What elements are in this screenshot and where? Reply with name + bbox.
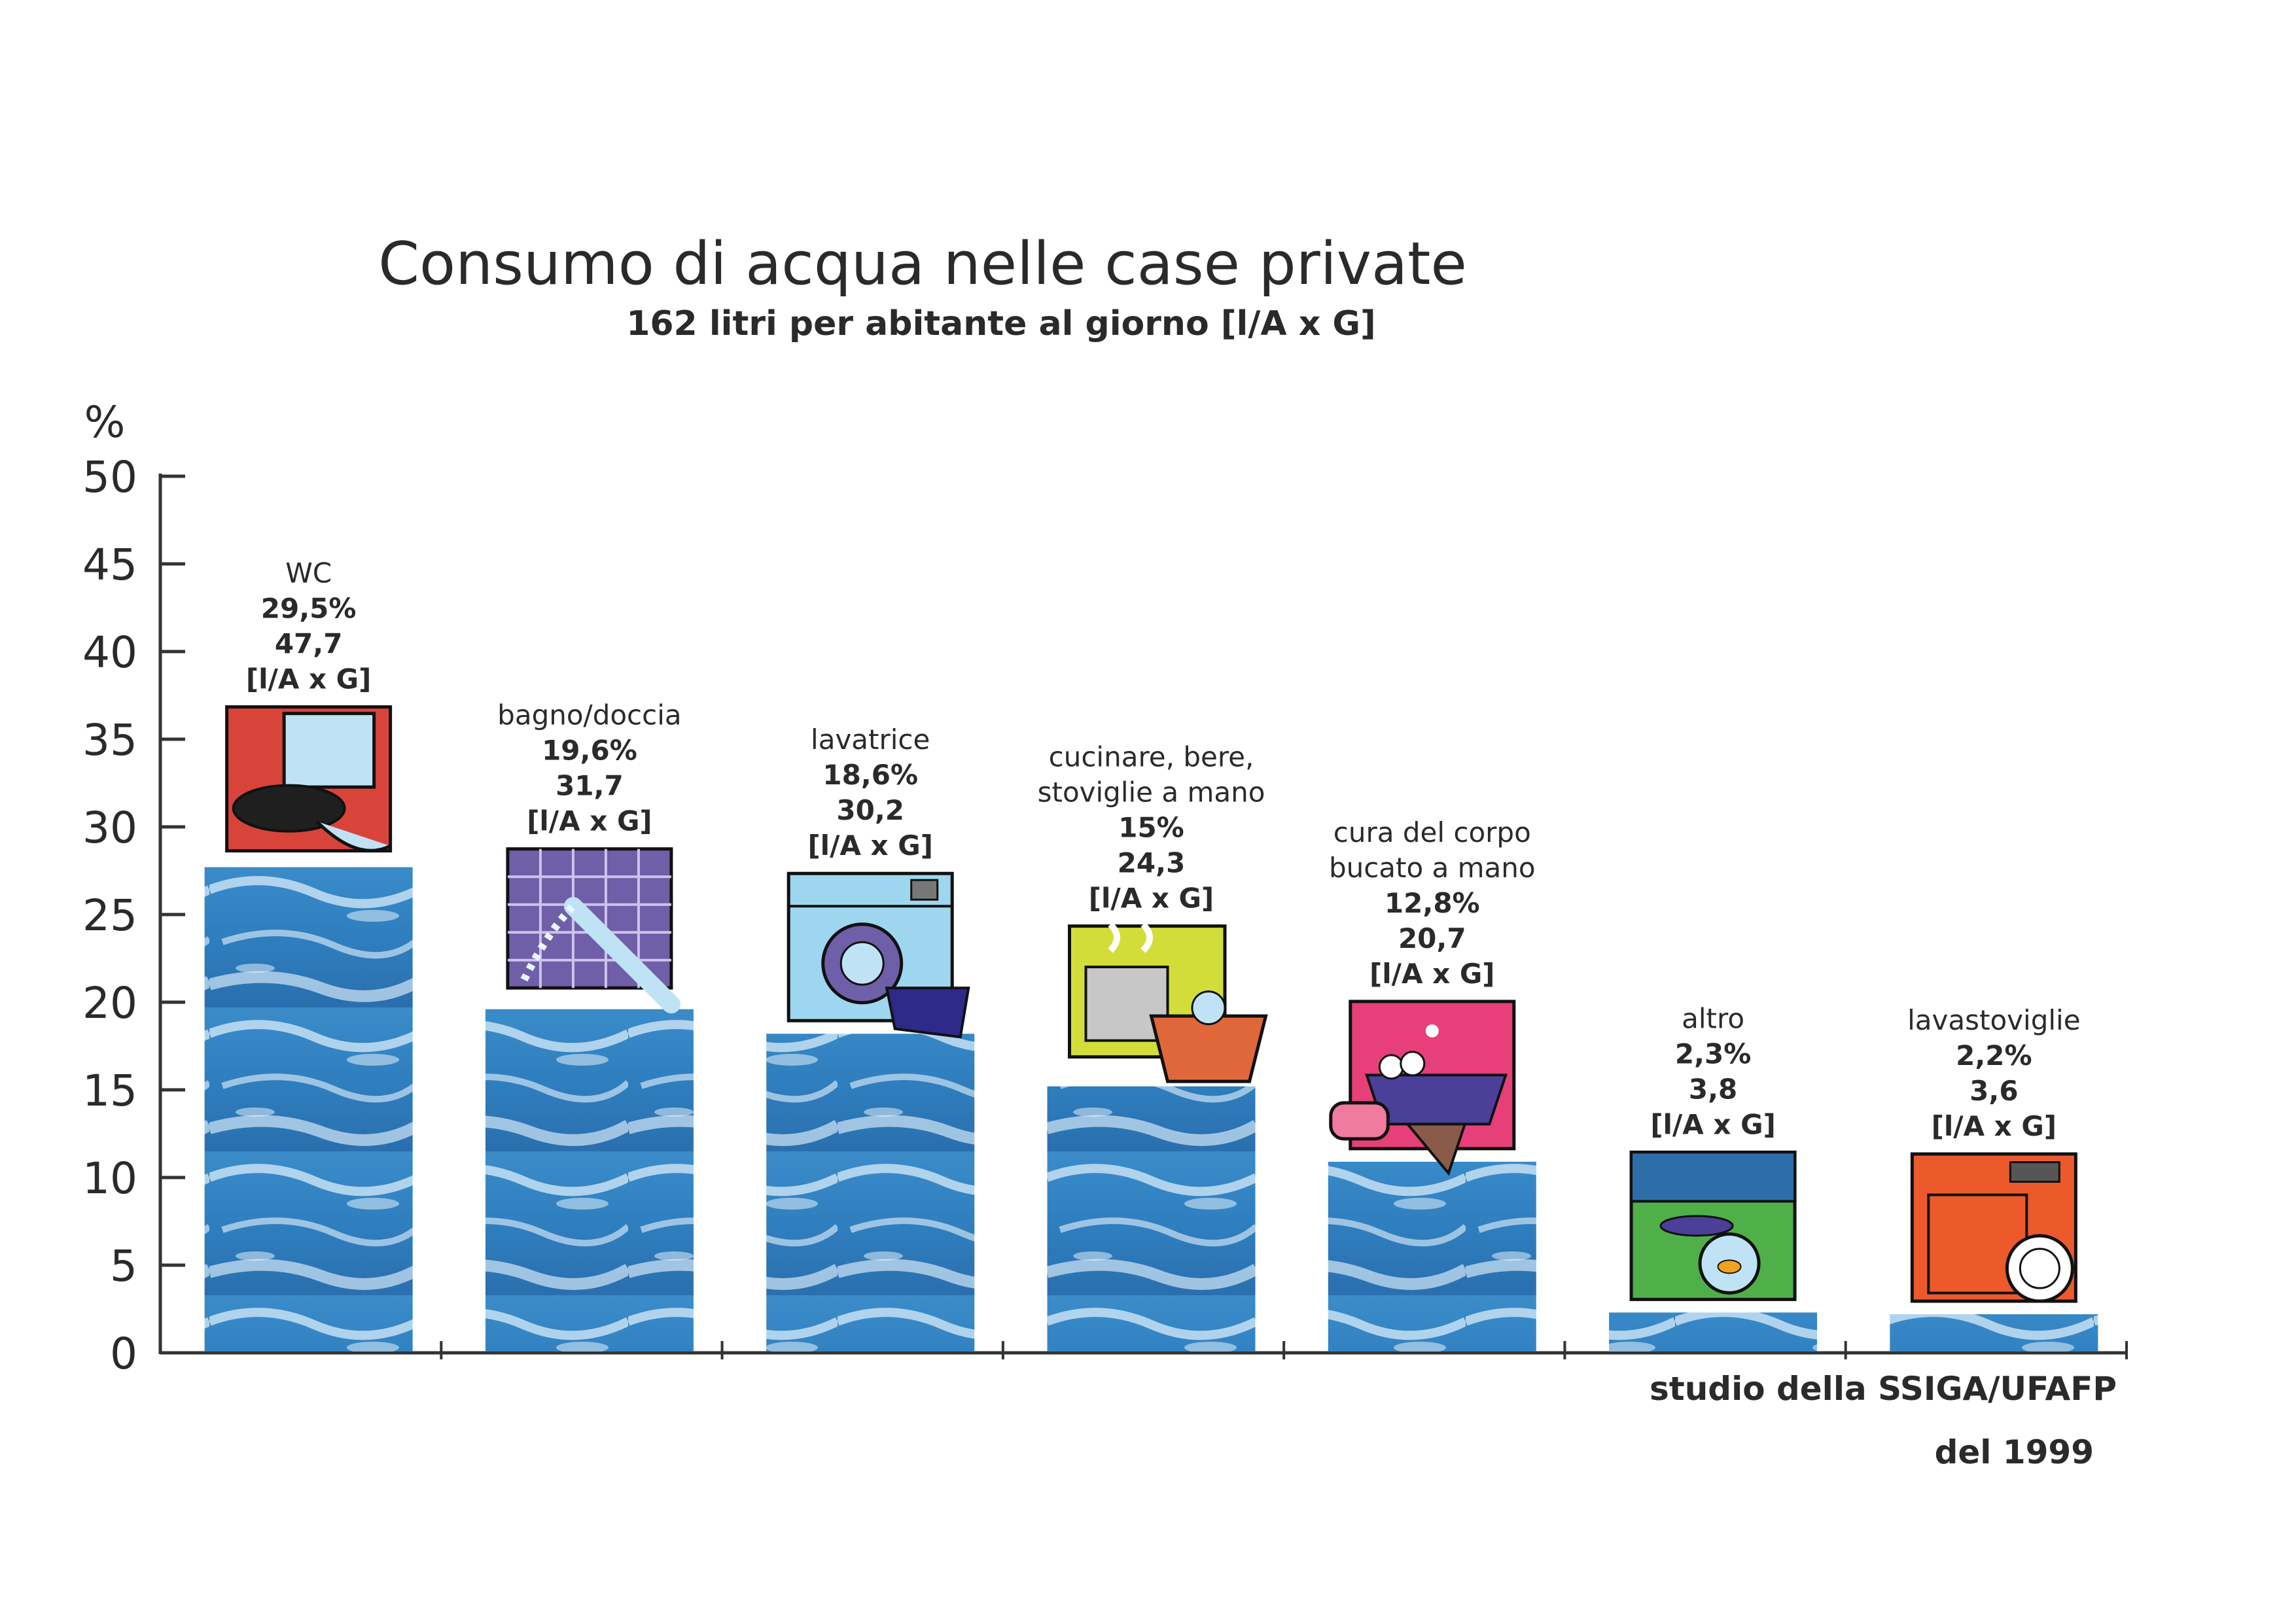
category-label: WC [285,557,332,589]
cooking-icon [1068,922,1268,1083]
bar-5 [1328,1161,1536,1352]
y-tick-label: 15 [82,1066,137,1116]
bar-4 [1047,1086,1256,1352]
bar-6 [1609,1312,1818,1352]
category-label: altro [1682,1002,1744,1034]
percent-label: 2,3% [1675,1038,1751,1070]
bar-2 [485,1009,694,1352]
liters-label: 24,3 [1118,847,1186,879]
unit-label: [l/A x G] [1932,1110,2057,1142]
bars [204,867,2098,1352]
percent-label: 19,6% [542,735,637,767]
category-label: bucato a mano [1329,852,1536,884]
liters-label: 20,7 [1398,922,1466,954]
category-label: lavatrice [811,724,930,756]
percent-label: 18,6% [822,759,918,791]
fishbowl-icon [1629,1150,1797,1301]
percent-label: 2,2% [1956,1039,2032,1072]
y-tick-label: 10 [82,1153,137,1204]
unit-label: [l/A x G] [246,663,371,695]
y-tick-label: 50 [82,452,137,502]
liters-label: 47,7 [275,628,343,660]
percent-label: 12,8% [1385,887,1480,919]
category-label: stoviglie a mano [1038,777,1265,809]
y-tick-label: 45 [82,540,137,590]
bar-7 [1890,1314,2098,1352]
axes: 0 5 10 15 20 25 30 35 40 45 50 [82,452,2128,1379]
liters-label: 30,2 [836,794,904,826]
toilet-icon [225,705,393,853]
y-tick-label: 20 [82,978,137,1028]
source-line-2: del 1999 [1935,1433,2094,1471]
y-tick-label: 25 [82,890,137,941]
unit-label: [l/A x G] [1650,1108,1775,1140]
y-tick-label: 35 [82,715,137,765]
unit-label: [l/A x G] [527,805,652,837]
chart-title: Consumo di acqua nelle case private [378,230,1467,298]
y-tick-label: 5 [110,1241,137,1291]
category-label: cucinare, bere, [1049,741,1254,773]
y-tick-label: 30 [82,803,137,853]
washing-machine-icon [786,871,970,1039]
liters-label: 3,8 [1689,1073,1737,1105]
source-line-1: studio della SSIGA/UFAFP [1650,1370,2117,1408]
shower-icon [506,847,680,1014]
y-axis-unit-label: % [84,397,126,447]
category-label: cura del corpo [1333,816,1531,848]
category-label: bagno/doccia [497,699,681,731]
unit-label: [l/A x G] [807,829,932,862]
liters-label: 3,6 [1969,1075,2018,1107]
unit-label: [l/A x G] [1369,958,1494,990]
category-label: lavastoviglie [1907,1004,2080,1036]
unit-label: [l/A x G] [1089,882,1214,915]
category-icons [225,705,2077,1303]
bar-3 [766,1034,975,1352]
percent-label: 29,5% [261,593,357,625]
y-tick-label: 0 [110,1329,137,1379]
bar-1 [204,867,413,1352]
percent-label: 15% [1118,812,1184,844]
dishwasher-icon [1910,1152,2077,1303]
liters-label: 31,7 [556,770,624,802]
y-tick-label: 40 [82,627,137,678]
chart-subtitle: 162 litri per abitante al giorno [l/A x … [626,304,1376,343]
bath-care-icon [1329,1000,1516,1176]
